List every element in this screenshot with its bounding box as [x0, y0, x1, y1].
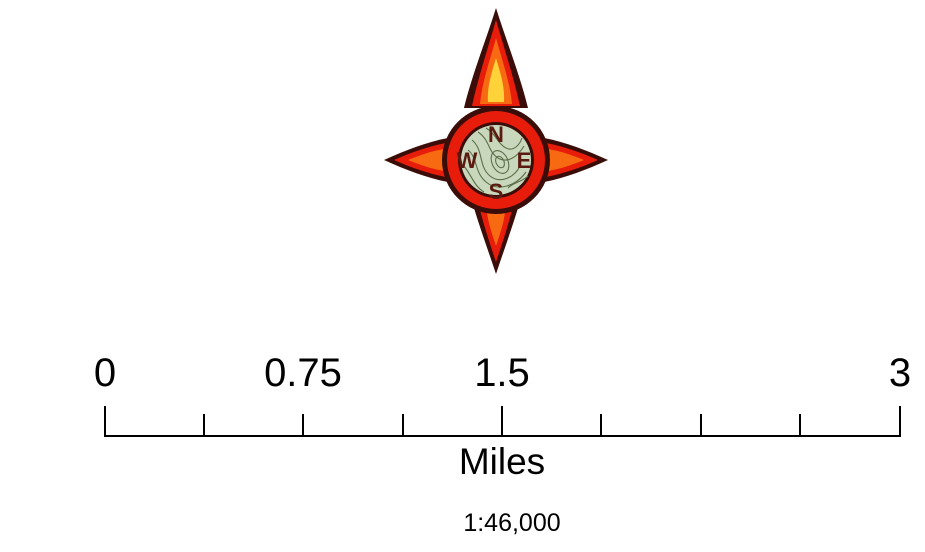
south-letter: S	[489, 179, 504, 204]
scale-units-label: Miles	[459, 441, 545, 482]
south-flame-point	[474, 208, 518, 274]
scale-ratio-label: 1:46,000	[463, 509, 560, 537]
scale-label-1-5: 1.5	[474, 351, 530, 395]
west-flame-point	[384, 138, 448, 182]
east-flame-point	[544, 138, 608, 182]
north-flame-point	[464, 8, 528, 108]
west-letter: W	[457, 148, 478, 173]
north-letter: N	[488, 122, 504, 147]
topo-map-disc	[461, 125, 531, 195]
scale-label-0-75: 0.75	[264, 351, 342, 395]
scale-label-0: 0	[94, 351, 116, 395]
north-arrow-icon: N E S W	[384, 8, 608, 274]
east-letter: E	[517, 148, 532, 173]
scale-label-3: 3	[889, 351, 911, 395]
